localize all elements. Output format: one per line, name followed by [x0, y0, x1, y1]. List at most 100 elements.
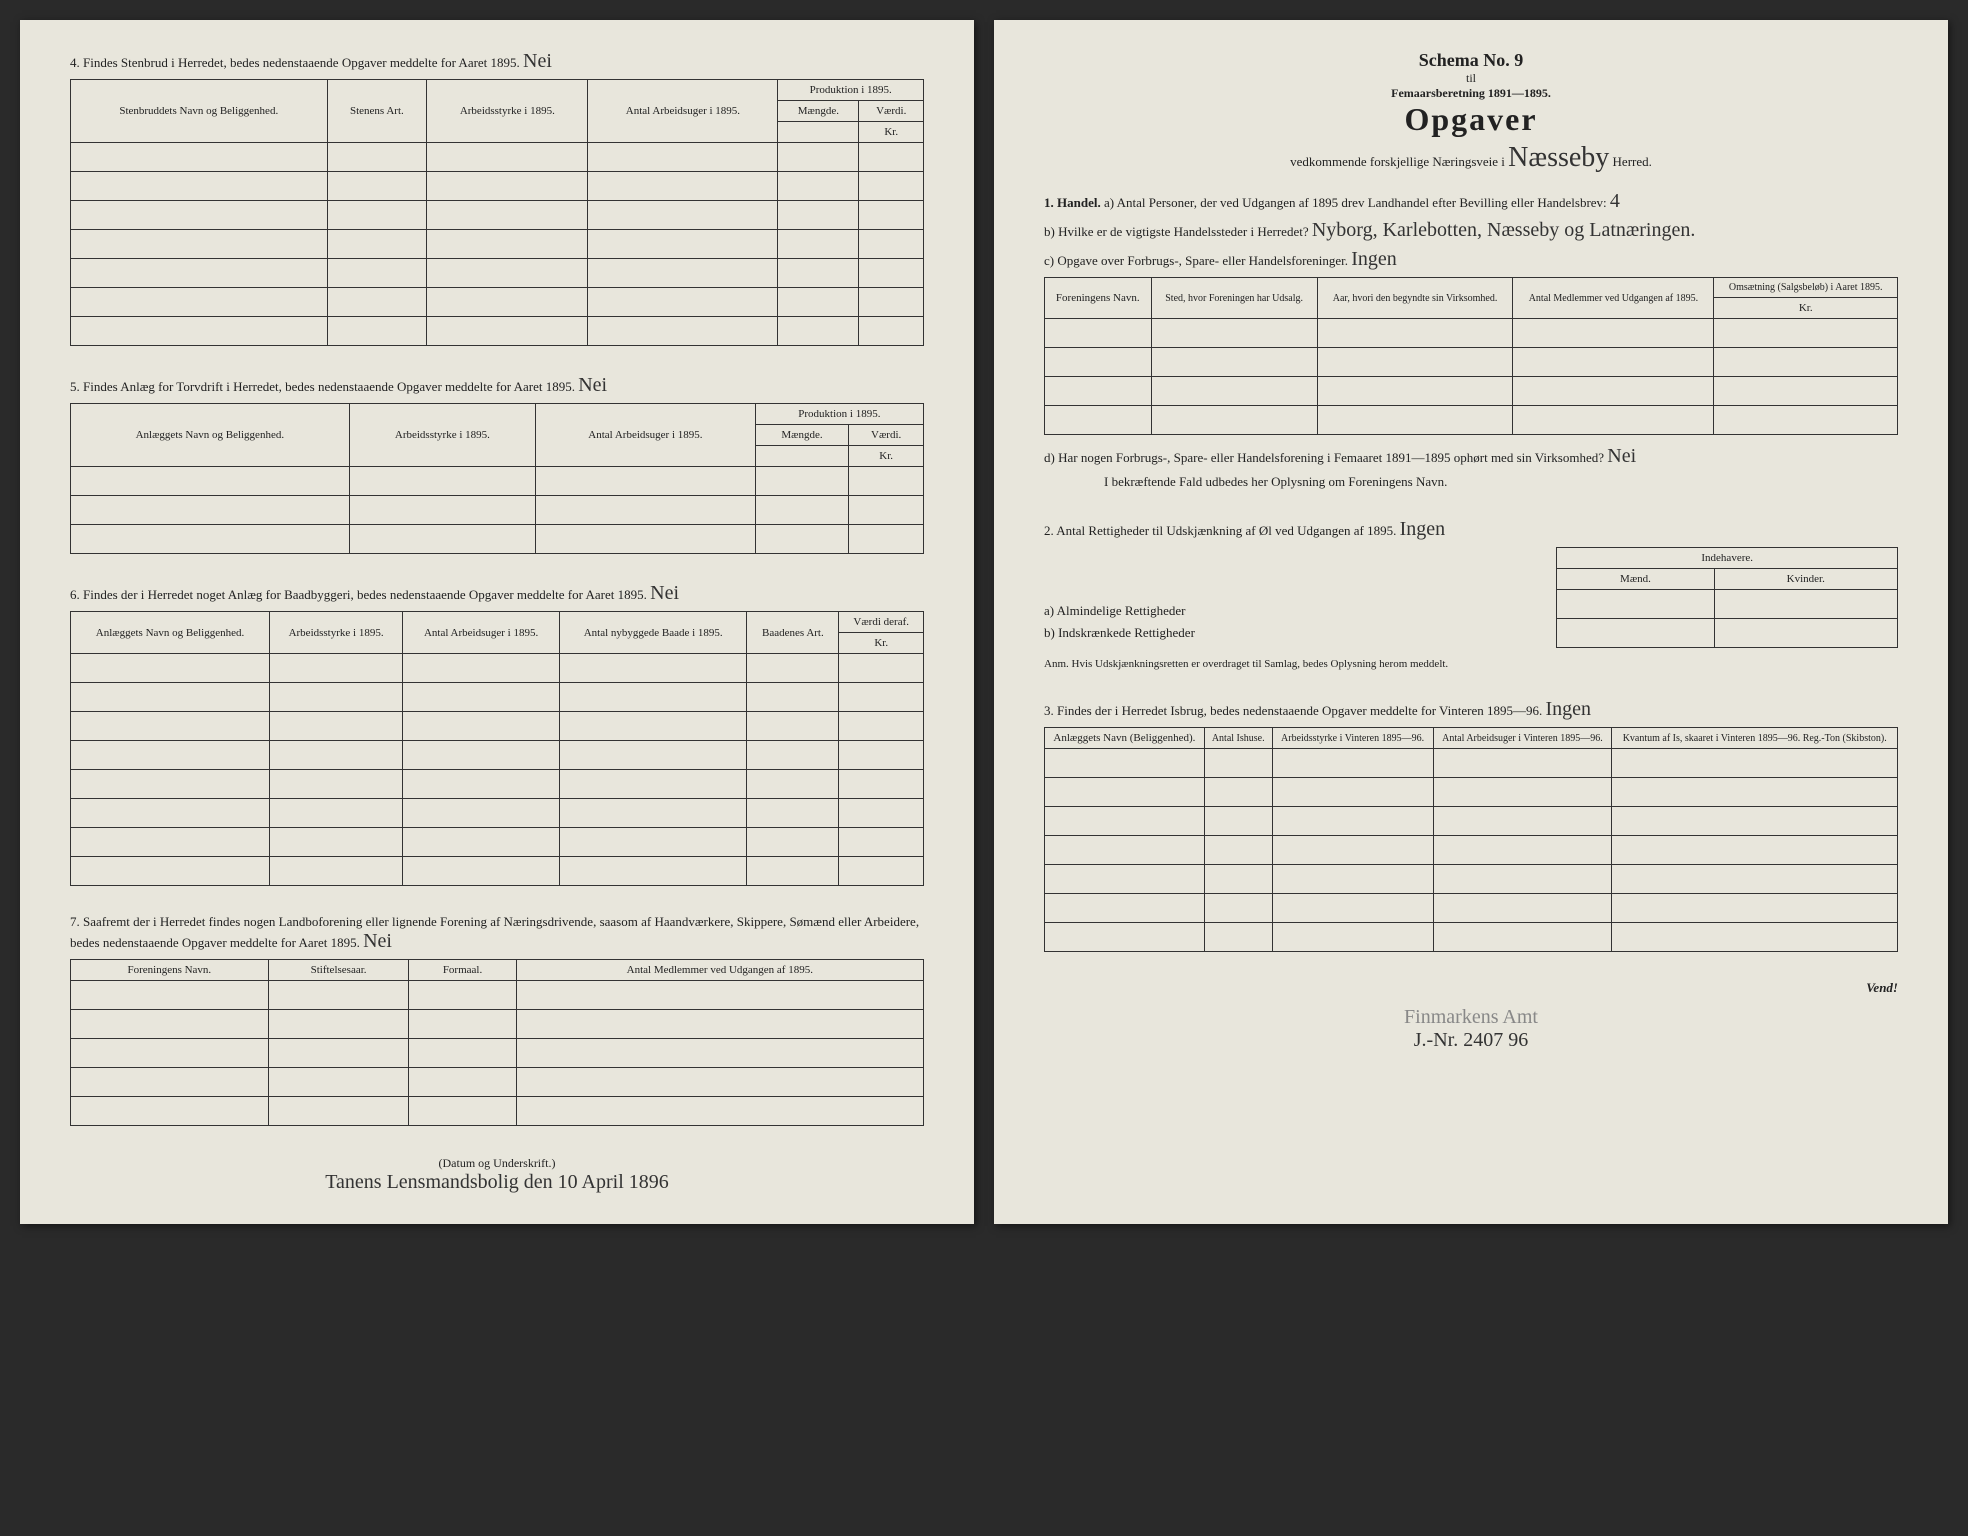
- table-row: [1045, 348, 1898, 377]
- q1c-kr: Kr.: [1714, 298, 1898, 319]
- table-row: [1045, 894, 1898, 923]
- q2-anm: Anm. Hvis Udskjænkningsretten er overdra…: [1044, 658, 1898, 670]
- q3-ans: Ingen: [1545, 698, 1591, 720]
- table-row: [71, 230, 924, 259]
- q2-text: 2. Antal Rettigheder til Udskjænkning af…: [1044, 523, 1396, 538]
- q1c-h3: Aar, hvori den begyndte sin Virksomhed.: [1317, 278, 1513, 319]
- q1-b: b) Hvilke er de vigtigste Handelssteder …: [1044, 224, 1309, 239]
- q6-h3: Antal Arbeidsuger i 1895.: [403, 612, 560, 654]
- schema-til: til: [1044, 71, 1898, 86]
- q6-h5: Baadenes Art.: [747, 612, 839, 654]
- q1c-h2: Sted, hvor Foreningen har Udsalg.: [1151, 278, 1317, 319]
- q1-label: 1. Handel.: [1044, 195, 1101, 210]
- table-row: [71, 981, 924, 1010]
- schema-period: Femaarsberetning 1891—1895.: [1044, 86, 1898, 101]
- q1-a: a) Antal Personer, der ved Udgangen af 1…: [1104, 195, 1607, 210]
- q5-answer: Nei: [578, 374, 607, 396]
- q7-h1: Foreningens Navn.: [71, 960, 269, 981]
- vend: Vend!: [1044, 980, 1898, 996]
- section-6: 6. Findes der i Herredet noget Anlæg for…: [70, 582, 924, 886]
- q1c-h5: Omsætning (Salgsbeløb) i Aaret 1895.: [1714, 278, 1898, 298]
- q5-kr: Kr.: [849, 446, 924, 467]
- q4-h6: Værdi.: [859, 101, 924, 122]
- section-3: 3. Findes der i Herredet Isbrug, bedes n…: [1044, 698, 1898, 952]
- q3-h3: Arbeidsstyrke i Vinteren 1895—96.: [1272, 728, 1433, 749]
- q4-h1: Stenbruddets Navn og Beliggenhed.: [71, 80, 328, 143]
- q1c-h4: Antal Medlemmer ved Udgangen af 1895.: [1513, 278, 1714, 319]
- table-row: [1045, 406, 1898, 435]
- table-row: [1045, 319, 1898, 348]
- q5-prod: Produktion i 1895.: [755, 404, 923, 425]
- q5-h5: Værdi.: [849, 425, 924, 446]
- q6-kr: Kr.: [839, 633, 924, 654]
- right-page: Schema No. 9 til Femaarsberetning 1891—1…: [994, 20, 1948, 1224]
- q3-h1: Anlæggets Navn (Beliggenhed).: [1045, 728, 1205, 749]
- section-1: 1. Handel. a) Antal Personer, der ved Ud…: [1044, 190, 1898, 490]
- table-row: [1045, 923, 1898, 952]
- q7-h2: Stiftelsesaar.: [268, 960, 409, 981]
- table-1c: Foreningens Navn. Sted, hvor Foreningen …: [1044, 277, 1898, 435]
- table-row: [71, 857, 924, 886]
- table-row: [71, 317, 924, 346]
- table-7: Foreningens Navn. Stiftelsesaar. Formaal…: [70, 959, 924, 1126]
- section-2: 2. Antal Rettigheder til Udskjænkning af…: [1044, 518, 1898, 670]
- q7-answer: Nei: [363, 930, 392, 952]
- table-row: [71, 201, 924, 230]
- herred-name: Næsseby: [1508, 142, 1609, 173]
- table-row: [71, 1068, 924, 1097]
- table-3: Anlæggets Navn (Beliggenhed). Antal Ishu…: [1044, 727, 1898, 952]
- table-6: Anlæggets Navn og Beliggenhed. Arbeidsst…: [70, 611, 924, 886]
- table-row: [1557, 590, 1898, 619]
- q4-h4: Antal Arbeidsuger i 1895.: [588, 80, 778, 143]
- footer-label: (Datum og Underskrift.): [70, 1156, 924, 1171]
- table-row: [1045, 836, 1898, 865]
- schema-no: Schema No. 9: [1044, 50, 1898, 71]
- q4-answer: Nei: [523, 50, 552, 72]
- q5-text: 5. Findes Anlæg for Torvdrift i Herredet…: [70, 379, 575, 394]
- table-row: [71, 683, 924, 712]
- section-7: 7. Saafremt der i Herredet findes nogen …: [70, 914, 924, 1126]
- q1-b-ans: Nyborg, Karlebotten, Næsseby og Latnærin…: [1312, 219, 1695, 241]
- amt: Finmarkens Amt: [1044, 1006, 1898, 1029]
- table-4: Stenbruddets Navn og Beliggenhed. Stenen…: [70, 79, 924, 346]
- q6-h2: Arbeidsstyrke i 1895.: [270, 612, 403, 654]
- q4-prod: Produktion i 1895.: [778, 80, 924, 101]
- schema-header: Schema No. 9 til Femaarsberetning 1891—1…: [1044, 50, 1898, 174]
- opgaver-title: Opgaver: [1044, 101, 1898, 138]
- q4-h5: Mængde.: [778, 101, 859, 122]
- table-row: [71, 143, 924, 172]
- q3-h2: Antal Ishuse.: [1204, 728, 1272, 749]
- table-row: [71, 1039, 924, 1068]
- table-5: Anlæggets Navn og Beliggenhed. Arbeidsst…: [70, 403, 924, 554]
- q4-text: 4. Findes Stenbrud i Herredet, bedes ned…: [70, 55, 520, 70]
- q2-k: Kvinder.: [1714, 569, 1897, 590]
- table-row: [71, 654, 924, 683]
- q5-h3: Antal Arbeidsuger i 1895.: [536, 404, 756, 467]
- schema-sub: vedkommende forskjellige Næringsveie i: [1290, 154, 1505, 169]
- q1-d-ans: Nei: [1607, 445, 1636, 467]
- left-page: 4. Findes Stenbrud i Herredet, bedes ned…: [20, 20, 974, 1224]
- q6-text: 6. Findes der i Herredet noget Anlæg for…: [70, 587, 647, 602]
- q1-c-ans: Ingen: [1351, 248, 1397, 270]
- q3-text: 3. Findes der i Herredet Isbrug, bedes n…: [1044, 703, 1542, 718]
- table-row: [71, 1097, 924, 1126]
- table-row: [71, 799, 924, 828]
- table-row: [71, 741, 924, 770]
- table-row: [1045, 807, 1898, 836]
- table-row: [1045, 377, 1898, 406]
- table-row: [1557, 619, 1898, 648]
- q6-h1: Anlæggets Navn og Beliggenhed.: [71, 612, 270, 654]
- table-row: [71, 496, 924, 525]
- table-row: [1045, 749, 1898, 778]
- table-row: [71, 288, 924, 317]
- q1-c: c) Opgave over Forbrugs-, Spare- eller H…: [1044, 253, 1348, 268]
- q1-d: d) Har nogen Forbrugs-, Spare- eller Han…: [1044, 450, 1604, 465]
- q4-h3: Arbeidsstyrke i 1895.: [427, 80, 588, 143]
- q3-h5: Kvantum af Is, skaaret i Vinteren 1895—9…: [1612, 728, 1898, 749]
- q4-kr: Kr.: [859, 122, 924, 143]
- q7-h4: Antal Medlemmer ved Udgangen af 1895.: [516, 960, 923, 981]
- table-2: Indehavere. Mænd. Kvinder.: [1556, 547, 1898, 648]
- table-row: [71, 467, 924, 496]
- q6-h6: Værdi deraf.: [839, 612, 924, 633]
- q2-m: Mænd.: [1557, 569, 1714, 590]
